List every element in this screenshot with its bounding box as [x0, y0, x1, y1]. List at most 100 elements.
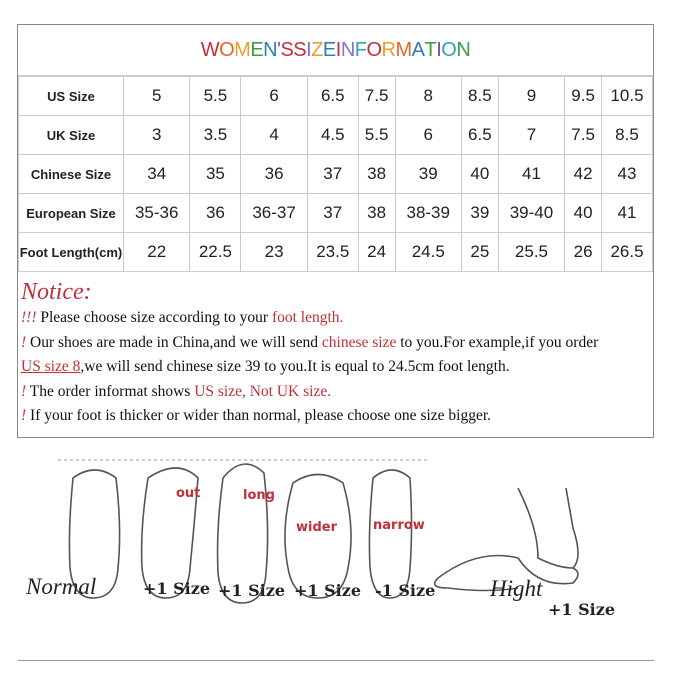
table-cell: 4.5 [306, 115, 359, 155]
row-header: US Size [18, 76, 124, 116]
title-letter: E [250, 38, 264, 61]
notice-line-5: ! If your foot is thicker or wider than … [21, 407, 492, 424]
table-cell: 35 [189, 154, 242, 194]
notice-section: Notice: !!! Please choose size according… [18, 272, 653, 429]
table-cell: 37 [306, 193, 359, 233]
table-cell: 38 [357, 154, 396, 194]
table-cell: 22.5 [189, 232, 242, 272]
foot-high-arch-icon [433, 487, 579, 592]
table-cell: 6 [240, 76, 308, 116]
notice-line-3: US size 8,we will send chinese size 39 t… [21, 358, 510, 375]
notice-line-4: ! The order informat shows US size, Not … [21, 382, 332, 400]
table-cell: 9 [497, 76, 566, 116]
title-letter: O [366, 38, 382, 61]
table-cell: 39-40 [497, 193, 566, 233]
table-cell: 37 [306, 154, 359, 194]
title-letter: O [219, 38, 235, 61]
title-letter: A [411, 38, 425, 61]
foot-narrow-icon [368, 469, 413, 599]
table-cell: 10.5 [600, 76, 654, 116]
title-letter: S [280, 38, 294, 61]
table-cell: 23 [240, 232, 308, 272]
table-cell: 38-39 [394, 193, 462, 233]
row-header: Chinese Size [18, 154, 124, 194]
label-long: long [243, 488, 275, 503]
label-size-wide: +1 Size [294, 581, 362, 600]
table-cell: 34 [122, 154, 191, 194]
table-cell: 8.5 [460, 76, 499, 116]
table-cell: 5.5 [189, 76, 242, 116]
title-letter: R [381, 38, 396, 61]
table-row: UK Size 3 3.5 4 4.5 5.5 6 6.5 7 7.5 8.5 [18, 115, 654, 155]
table-cell: 39 [460, 193, 499, 233]
table-cell: 8 [394, 76, 462, 116]
title-letter: M [395, 38, 413, 61]
title-letter: ' [277, 38, 281, 61]
title-letter: N [456, 38, 471, 61]
title-letter: N [340, 38, 355, 61]
table-cell: 7.5 [357, 76, 396, 116]
table-cell: 6.5 [306, 76, 359, 116]
table-cell: 8.5 [600, 115, 654, 155]
label-size-out: +1 Size [143, 579, 211, 598]
notice-line-1: !!! Please choose size according to your… [21, 309, 344, 326]
table-cell: 24 [357, 232, 396, 272]
table-cell: 35-36 [122, 193, 191, 233]
title-letter: F [354, 38, 367, 61]
title-letter: E [322, 38, 336, 61]
bottom-divider [18, 660, 654, 661]
row-header: Foot Length(cm) [18, 232, 124, 272]
table-cell: 38 [357, 193, 396, 233]
title-letter: W [200, 38, 220, 61]
table-cell: 6 [394, 115, 462, 155]
table-cell: 41 [497, 154, 566, 194]
feet-drawing [58, 459, 579, 604]
table-cell: 23.5 [306, 232, 359, 272]
foot-shape-illustration: out long wider narrow Normal +1 Size +1 … [18, 448, 654, 658]
table-cell: 36 [240, 154, 308, 194]
table-cell: 7 [497, 115, 566, 155]
title-letter: M [234, 38, 251, 61]
table-cell: 40 [460, 154, 499, 194]
label-size-high: +1 Size [548, 600, 616, 619]
label-size-long: +1 Size [218, 581, 286, 600]
table-row: US Size 5 5.5 6 6.5 7.5 8 8.5 9 9.5 10.5 [18, 76, 654, 116]
table-cell: 36-37 [240, 193, 308, 233]
title-letter: I [335, 38, 342, 61]
foot-normal-icon [68, 469, 121, 599]
table-row: European Size 35-36 36 36-37 37 38 38-39 39 39-4… [18, 193, 654, 233]
table-cell: 43 [600, 154, 654, 194]
notice-line-2: ! Our shoes are made in China,and we wil… [21, 333, 599, 351]
table-row: Chinese Size 34 35 36 37 38 39 40 41 42 43 [18, 154, 654, 194]
table-cell: 3 [122, 115, 191, 155]
row-header: European Size [18, 193, 124, 233]
table-cell: 24.5 [394, 232, 462, 272]
table-cell: 42 [564, 154, 602, 194]
title-letter: N [263, 38, 278, 61]
table-cell: 39 [394, 154, 462, 194]
notice-heading: Notice: [21, 279, 92, 305]
label-high: Hight [490, 576, 543, 601]
table-cell: 5.5 [357, 115, 396, 155]
row-header: UK Size [18, 115, 124, 155]
title-letter: O [441, 38, 457, 61]
foot-out-icon [140, 467, 199, 599]
table-cell: 41 [600, 193, 654, 233]
table-cell: 26 [564, 232, 602, 272]
table-cell: 22 [122, 232, 191, 272]
label-size-narrow: -1 Size [375, 581, 436, 600]
title-letter: I [436, 38, 442, 61]
table-cell: 7.5 [564, 115, 602, 155]
label-out: out [176, 486, 201, 501]
label-narrow: narrow [373, 518, 425, 533]
table-cell: 6.5 [460, 115, 499, 155]
title-letter: T [424, 38, 437, 61]
table-cell: 3.5 [189, 115, 242, 155]
table-cell: 26.5 [600, 232, 654, 272]
table-cell: 36 [189, 193, 242, 233]
foot-wide-icon [284, 473, 352, 599]
table-row: Foot Length(cm) 22 22.5 23 23.5 24 24.5 25 25.5 2… [18, 232, 654, 272]
title-letter: Z [311, 38, 323, 61]
